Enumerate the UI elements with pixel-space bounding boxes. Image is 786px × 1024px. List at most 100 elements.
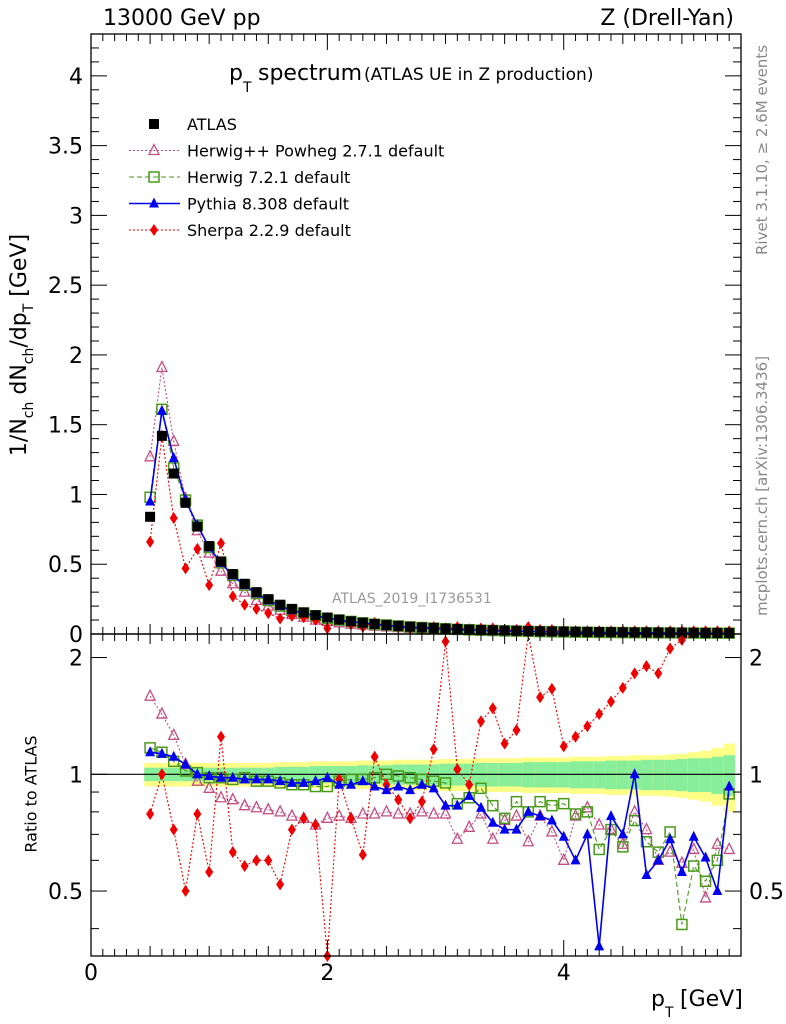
ratio-point: [488, 702, 497, 715]
data-point: [155, 360, 168, 373]
legend-marker: [149, 119, 159, 129]
data-point: [168, 468, 179, 479]
ratio-point: [617, 841, 629, 853]
ratio-point: [687, 842, 700, 855]
data-point: [181, 562, 190, 575]
ratio-point: [180, 758, 191, 769]
ratio-frame: [90, 633, 742, 957]
ratio-point: [392, 806, 405, 819]
ratio-point: [193, 807, 202, 820]
band-inner: [664, 759, 676, 791]
ratio-point: [545, 824, 558, 837]
ratio-point: [594, 940, 605, 951]
data-point: [156, 430, 167, 441]
data-point: [263, 594, 274, 605]
ratio-point: [429, 743, 438, 756]
ratio-point: [642, 660, 651, 673]
ratio-point: [595, 708, 604, 721]
ratio-point: [146, 807, 155, 820]
series-pythia-8-308-default: [145, 404, 735, 638]
ratio-point: [607, 695, 615, 708]
data-point: [226, 576, 239, 589]
ratio-point: [322, 771, 333, 782]
ratio-point: [415, 804, 428, 817]
legend-entry: Pythia 8.308 default: [129, 195, 349, 214]
ratio-point: [618, 681, 627, 694]
ratio-y-tick-label: 2: [69, 647, 83, 672]
ratio-point: [688, 830, 699, 841]
ratio-point: [404, 771, 416, 784]
ratio-point: [347, 812, 355, 825]
ratio-point: [216, 771, 226, 782]
data-point: [193, 542, 202, 555]
ratio-point: [699, 875, 712, 887]
ratio-y-tick-label-right: 2: [749, 647, 763, 672]
ratio-point: [606, 810, 616, 821]
x-axis-label: p T [GeV]: [651, 987, 743, 1021]
ratio-point: [310, 775, 321, 786]
ratio-point: [440, 799, 451, 810]
data-point: [251, 587, 262, 598]
ratio-point: [239, 773, 250, 784]
ratio-point: [144, 688, 157, 701]
ratio-point: [299, 812, 308, 825]
ratio-point: [712, 885, 723, 896]
legend-label: Herwig++ Powheg 2.7.1 default: [187, 142, 444, 161]
ratio-point: [687, 860, 700, 872]
data-point: [286, 603, 297, 614]
legend-label: Herwig 7.2.1 default: [187, 168, 350, 187]
ratio-point: [475, 782, 487, 795]
ratio-point: [192, 768, 203, 779]
ratio-point: [640, 822, 653, 835]
ratio-point: [453, 763, 462, 776]
data-point: [310, 610, 321, 621]
legend-marker: [149, 197, 159, 208]
ratio-point: [333, 808, 346, 821]
data-point: [204, 541, 215, 552]
ratio-point: [240, 860, 249, 873]
data-point: [264, 607, 273, 620]
ratio-point: [262, 802, 275, 815]
ratio-point: [593, 843, 605, 856]
ratio-point: [298, 776, 309, 787]
ratio-series-pythia-8-308-default: [145, 746, 735, 951]
ratio-point: [427, 806, 440, 819]
ratio-point: [370, 750, 379, 763]
ratio-point: [476, 801, 486, 812]
y-tick-label: 1: [69, 483, 83, 508]
data-point: [369, 618, 380, 629]
ratio-point: [582, 828, 593, 839]
ratio-point: [169, 823, 178, 836]
ratio-point: [583, 720, 592, 733]
ratio-point: [486, 831, 499, 844]
ratio-point: [226, 792, 239, 805]
ratio-point: [156, 747, 167, 758]
ratio-point: [346, 778, 356, 789]
ratio-point: [676, 865, 687, 876]
ratio-point: [522, 834, 535, 847]
ratio-point: [145, 746, 156, 757]
ratio-point: [157, 768, 166, 781]
ratio-point: [510, 795, 523, 808]
ratio-point: [477, 715, 485, 728]
data-point: [168, 452, 179, 463]
data-point: [405, 621, 416, 632]
ratio-point: [264, 854, 273, 867]
ratio-point: [464, 789, 475, 800]
data-point: [145, 495, 156, 506]
main-y-label: 1/Nch dNch/dpT [GeV]: [7, 234, 37, 456]
band-inner: [723, 755, 736, 796]
ratio-point: [711, 854, 724, 867]
y-tick-label: 0.5: [48, 553, 83, 578]
ratio-series-herwig-powheg-2-7-1-default: [144, 688, 736, 903]
data-point: [252, 602, 261, 615]
data-point: [180, 497, 191, 508]
ratio-y-tick-label-right: 1: [749, 763, 763, 788]
header-left: 13000 GeV pp: [103, 6, 261, 31]
ratio-point: [571, 730, 580, 743]
legend-marker: [150, 224, 158, 236]
data-point: [393, 620, 404, 631]
ratio-point: [228, 846, 237, 859]
ratio-point: [276, 878, 285, 891]
